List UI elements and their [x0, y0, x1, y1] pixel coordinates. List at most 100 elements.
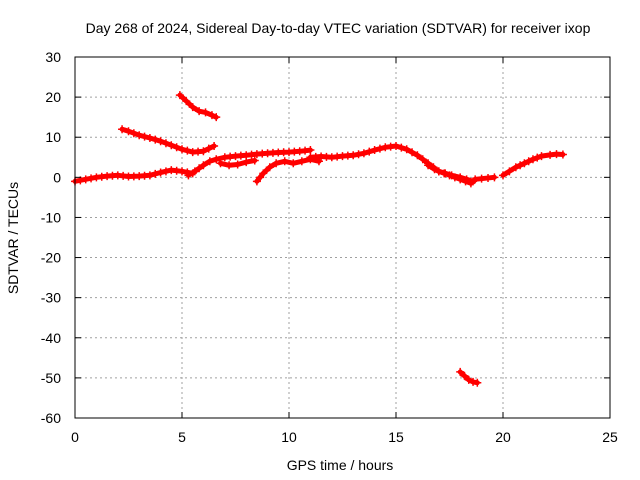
y-tick-label: -50 — [41, 370, 61, 386]
series-band — [177, 92, 219, 120]
data-point-marker — [418, 155, 427, 164]
axis-ticks: 0 5 10 15 20 25 -60 -50 -40 -30 -20 -10 0 10 20 30 — [41, 49, 618, 445]
data-point-marker — [424, 161, 433, 170]
data-point-marker — [151, 135, 160, 144]
data-point-marker — [145, 171, 154, 180]
data-point-marker — [225, 161, 234, 170]
data-point-marker — [199, 147, 208, 156]
chart-title: Day 268 of 2024, Sidereal Day-to-day VTE… — [86, 20, 591, 36]
y-tick-label: -40 — [41, 330, 61, 346]
data-point-marker — [216, 159, 225, 168]
series-arc-2 — [118, 125, 219, 157]
plot-frame — [74, 56, 611, 419]
data-point-marker — [408, 148, 417, 157]
data-point-marker — [460, 371, 469, 380]
y-axis-label: SDTVAR / TECUs — [5, 182, 21, 294]
series-arc-8 — [424, 161, 478, 186]
data-point-marker — [375, 144, 384, 153]
data-point-marker — [297, 157, 306, 166]
y-tick-label: 10 — [45, 129, 61, 145]
data-point-marker — [370, 146, 379, 155]
x-tick-label: 10 — [281, 429, 297, 445]
data-point-marker — [199, 161, 208, 170]
data-point-marker — [212, 155, 221, 164]
data-point-marker — [188, 103, 197, 112]
data-point-marker — [140, 132, 149, 141]
data-point-marker — [490, 173, 499, 182]
data-point-marker — [156, 137, 165, 146]
x-tick-label: 25 — [602, 429, 618, 445]
data-point-marker — [87, 174, 96, 183]
data-point-marker — [124, 127, 133, 136]
data-point-marker — [156, 168, 165, 177]
series-arc-5 — [216, 156, 259, 170]
data-point-marker — [272, 159, 281, 168]
data-point-marker — [473, 378, 482, 387]
data-point-marker — [397, 143, 406, 152]
y-tick-label: 20 — [45, 89, 61, 105]
series-arc-11 — [499, 150, 567, 180]
data-point-marker — [289, 159, 298, 168]
data-point-marker — [462, 175, 471, 184]
data-point-marker — [349, 151, 358, 160]
data-point-marker — [359, 149, 368, 158]
data-point-marker — [195, 107, 204, 116]
data-point-marker — [365, 147, 374, 156]
data-point-marker — [81, 175, 90, 184]
data-point-marker — [205, 157, 214, 166]
y-tick-label: -30 — [41, 290, 61, 306]
data-point-marker — [135, 131, 144, 140]
data-point-marker — [546, 150, 555, 159]
series-arc-10 — [456, 367, 482, 387]
data-point-marker — [172, 143, 181, 152]
data-point-marker — [207, 111, 216, 120]
data-point-marker — [520, 159, 529, 168]
data-point-marker — [434, 167, 443, 176]
data-point-marker — [354, 150, 363, 159]
y-tick-label: -60 — [41, 410, 61, 426]
data-point-marker — [441, 169, 450, 178]
data-point-marker — [533, 153, 542, 162]
series-arc-9 — [471, 173, 499, 184]
data-point-marker — [402, 145, 411, 154]
data-point-marker — [256, 173, 265, 182]
data-point-marker — [195, 164, 204, 173]
data-point-marker — [184, 171, 193, 180]
series-arc-1 — [71, 166, 197, 186]
data-point-marker — [259, 169, 268, 178]
data-point-marker — [265, 163, 274, 172]
series-arc-7 — [306, 142, 475, 188]
data-point-marker — [511, 163, 520, 172]
data-point-marker — [182, 97, 191, 106]
data-point-marker — [524, 157, 533, 166]
data-point-marker — [413, 151, 422, 160]
x-axis-label: GPS time / hours — [287, 457, 394, 473]
data-point-marker — [447, 171, 456, 180]
x-tick-label: 5 — [178, 429, 186, 445]
y-tick-label: 30 — [45, 49, 61, 65]
data-point-marker — [167, 141, 176, 150]
data-point-marker — [175, 91, 184, 100]
data-point-marker — [528, 155, 537, 164]
data-point-marker — [178, 145, 186, 154]
data-point-marker — [516, 161, 525, 170]
data-point-marker — [456, 367, 465, 376]
series-arc-6 — [252, 155, 323, 186]
y-tick-label: 0 — [53, 169, 61, 185]
series-arc-4 — [184, 146, 315, 180]
data-point-marker — [118, 125, 127, 134]
data-series — [71, 91, 567, 387]
data-point-marker — [430, 165, 439, 174]
data-point-marker — [161, 167, 170, 176]
data-point-marker — [537, 152, 546, 161]
data-point-marker — [129, 129, 138, 138]
data-point-marker — [183, 146, 192, 155]
data-point-marker — [464, 375, 473, 384]
data-point-marker — [252, 177, 261, 186]
grid — [75, 57, 610, 418]
data-point-marker — [201, 108, 210, 117]
data-point-marker — [190, 167, 199, 176]
data-point-marker — [306, 146, 315, 155]
data-point-marker — [250, 156, 259, 165]
data-point-marker — [145, 134, 154, 143]
